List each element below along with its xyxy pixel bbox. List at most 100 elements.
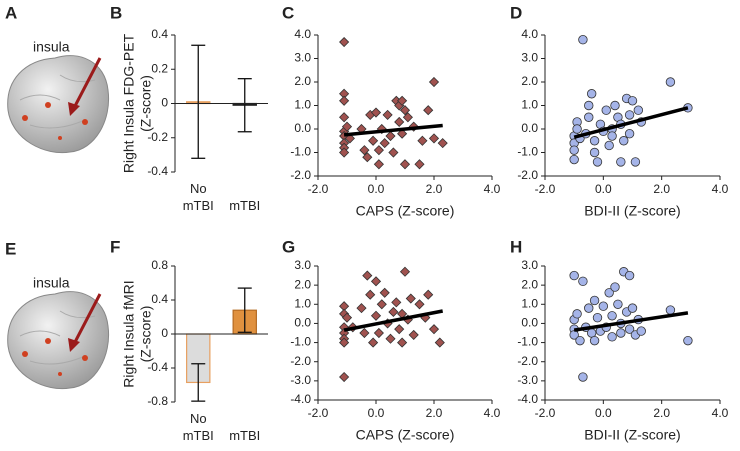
point [607,311,617,321]
y-tick-label: 3.0 [294,258,311,272]
y-tick-label: -2.0 [517,354,538,368]
y-tick-label: -2.0 [290,168,311,182]
panel-letter: B [110,3,122,22]
x-tick-label: -2.0 [535,406,556,420]
point [370,276,382,287]
point [397,128,408,139]
y-tick-label: 0.4 [151,27,168,41]
point [589,147,600,158]
x-tick-label: 4.0 [712,182,729,196]
panel-letter: A [5,3,17,22]
y-tick-label: -2.0 [290,354,311,368]
x-tick-label: -2.0 [308,182,329,196]
point [385,333,396,344]
point [633,105,644,115]
point [589,335,600,346]
x-tick-label: 2.0 [653,182,670,196]
point [598,301,609,311]
y-tick-label: 2.0 [521,74,538,88]
y-tick-label: -0.4 [147,164,168,178]
point [616,157,626,167]
panel-letter: G [282,237,295,256]
point [630,157,641,167]
fit-line [573,311,689,332]
point [362,270,373,281]
point [376,299,387,310]
point [370,310,382,321]
point [339,371,350,383]
y-tick-label: 1.0 [294,98,311,112]
y-tick-label: 0 [161,326,168,340]
y-tick-label: 0 [161,96,168,110]
point [428,76,440,88]
point [604,288,614,298]
panel-letter: D [510,3,522,22]
point [394,116,405,128]
point [592,312,603,323]
point [584,112,594,122]
y-tick-label: 0.4 [151,292,168,306]
y-tick-label: 0.2 [151,61,168,75]
x-tick-label: 0.0 [595,406,612,420]
point [610,282,620,292]
point [624,110,635,120]
point [572,124,582,134]
x-axis-label: BDI-II (Z-score) [584,203,680,219]
y-axis-label: Right Insula fMRI [121,280,137,387]
point [569,330,579,340]
x-tick-label: 4.0 [484,182,501,196]
point [624,128,635,139]
x-tick-label: -2.0 [308,406,329,420]
y-tick-label: 1.0 [521,98,538,112]
point [616,328,626,338]
y-tick-label: -1.0 [517,145,538,159]
x-tick-label: 4.0 [712,406,729,420]
y-tick-label: 0.8 [151,258,168,272]
point [382,109,393,120]
point [373,145,384,156]
point [428,324,440,335]
point [368,337,379,348]
point [569,145,579,155]
y-axis-label: Right Insula FDG-PET [121,33,137,173]
point [665,77,676,87]
panel-letter: H [510,237,522,256]
y-tick-label: 0.0 [521,121,538,135]
point [569,270,579,281]
y-tick-label: -2.0 [517,168,538,182]
point [601,105,611,115]
y-tick-label: -1.0 [290,335,311,349]
fit-line [573,106,689,139]
point [339,95,350,106]
y-tick-label: 4.0 [294,27,311,41]
x-tick-label: 4.0 [484,406,501,420]
y-tick-label: -1.0 [290,145,311,159]
point [341,312,353,323]
point [575,335,585,346]
y-tick-label: 2.0 [294,277,311,291]
y-tick-label: -3.0 [517,373,538,387]
fit-line [343,123,443,137]
x-axis-label: CAPS (Z-score) [356,203,455,219]
y-tick-label: -4.0 [290,392,311,406]
y-tick-label: 0.0 [294,316,311,330]
point [613,299,623,309]
x-tick-label: 0.0 [595,182,612,196]
point [339,36,350,48]
point [397,337,408,348]
point [434,337,445,348]
panel-letter: F [110,237,120,256]
point [339,147,350,158]
point [362,152,373,163]
y-tick-label: 3.0 [294,51,311,65]
point [341,121,353,132]
y-tick-label: -1.0 [517,335,538,349]
point [584,303,594,313]
x-tick-label: No mTBI [182,411,214,443]
y-tick-label: 1.0 [521,296,538,310]
point [379,138,390,149]
y-tick-label: -0.8 [147,394,168,408]
point [405,293,416,304]
point [359,145,370,156]
